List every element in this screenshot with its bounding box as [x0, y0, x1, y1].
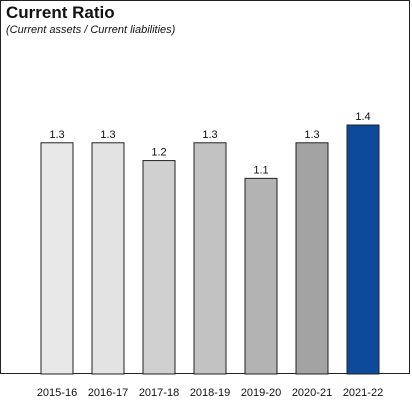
chart-subtitle: (Current assets / Current liabilities): [6, 24, 176, 36]
bar-2016-17: [91, 142, 125, 375]
x-tick-label-2017-18: 2017-18: [139, 387, 179, 399]
x-tick-label-2018-19: 2018-19: [190, 387, 230, 399]
data-label-2017-18: 1.2: [151, 147, 166, 159]
chart-title: Current Ratio: [6, 3, 115, 22]
x-tick-label-2021-22: 2021-22: [343, 387, 383, 399]
bar-2015-16: [40, 142, 74, 375]
bar-2018-19: [193, 142, 227, 375]
x-tick-label-2015-16: 2015-16: [37, 387, 77, 399]
data-label-2018-19: 1.3: [202, 129, 217, 141]
bar-2020-21: [295, 142, 329, 375]
data-label-2020-21: 1.3: [304, 129, 319, 141]
data-label-2019-20: 1.1: [253, 164, 268, 176]
x-tick-label-2016-17: 2016-17: [88, 387, 128, 399]
bar-2021-22: [346, 124, 380, 375]
data-label-2015-16: 1.3: [49, 129, 64, 141]
data-label-2016-17: 1.3: [100, 129, 115, 141]
x-tick-label-2019-20: 2019-20: [241, 387, 281, 399]
bar-2017-18: [142, 160, 176, 375]
data-label-2021-22: 1.4: [355, 111, 370, 123]
x-tick-label-2020-21: 2020-21: [292, 387, 332, 399]
bar-2019-20: [244, 177, 278, 375]
